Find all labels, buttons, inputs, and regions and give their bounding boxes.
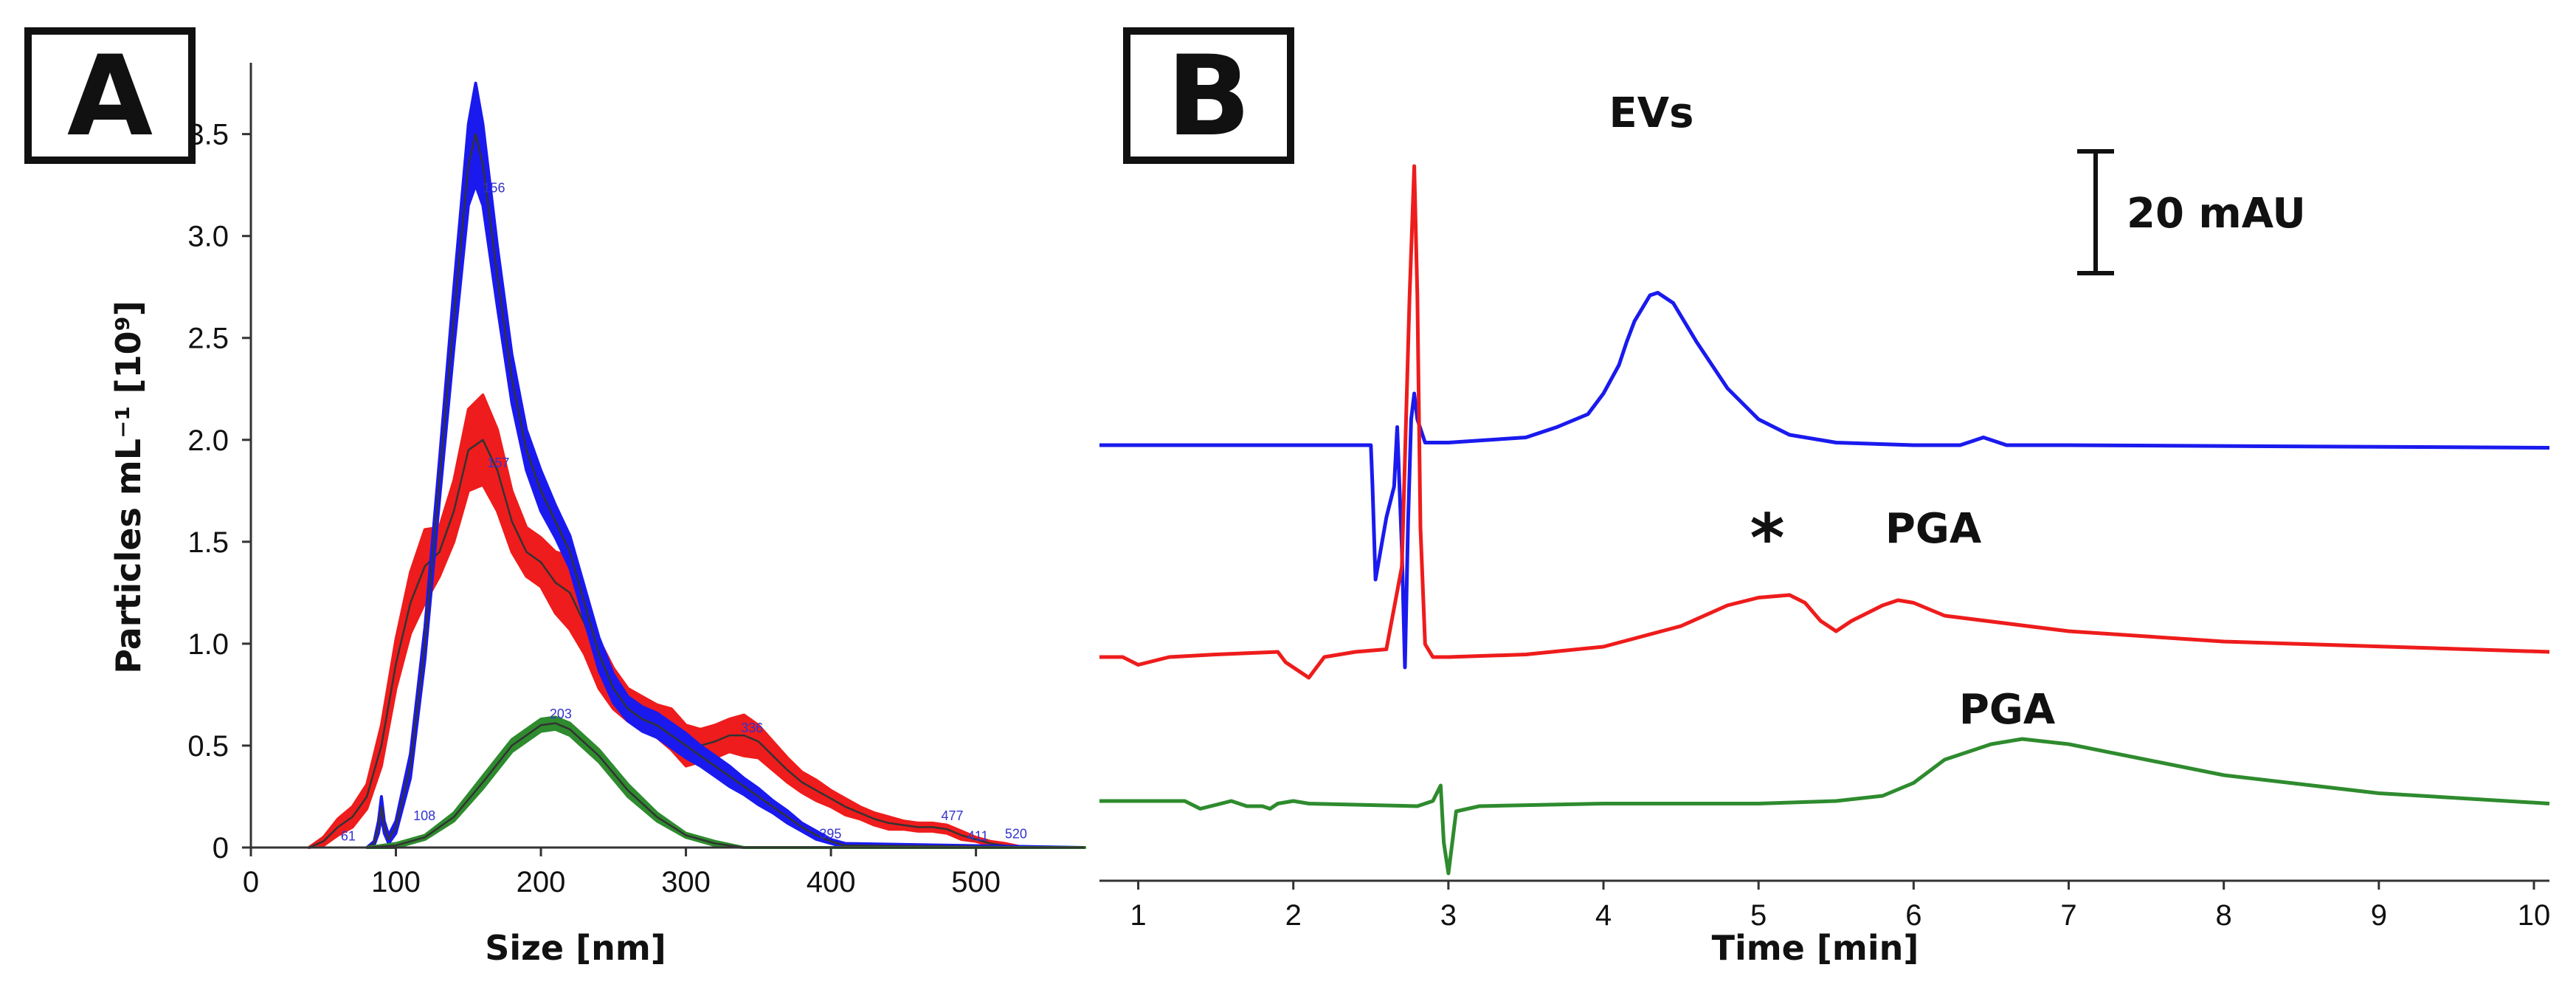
panel-b-trace-red	[1099, 164, 2550, 680]
panel-a-y-tick-label: 2.5	[187, 323, 229, 355]
panel-a-x-tick-label: 500	[951, 866, 1001, 898]
panel-a-peak-annotation: 108	[413, 808, 435, 823]
panel-a-y-tick-label: 0.5	[187, 730, 229, 763]
panel-a-peak-annotation: 156	[483, 180, 505, 195]
panel-a-peak-annotation: 157	[487, 456, 509, 470]
panel-a-x-axis-title: Size [nm]	[485, 928, 666, 968]
panel-a-peak-annotation: 395	[819, 827, 841, 842]
pga-green-peak-label: PGA	[1959, 686, 2056, 734]
panel-a-letter: A	[67, 32, 153, 161]
panel-a-y-tick-label: 0	[213, 832, 229, 864]
panel-a-y-tick-label: 1.0	[187, 628, 229, 661]
scale-bar: 20 mAU	[2077, 149, 2306, 275]
panel-b-plot	[1099, 164, 2550, 876]
panel-b-x-tick-label: 4	[1595, 899, 1612, 932]
panel-b-x-tick-label: 7	[2060, 899, 2076, 932]
panel-b-trace-green	[1099, 737, 2550, 876]
panel-b-x-tick-label: 8	[2216, 899, 2232, 932]
evs-peak-label: EVs	[1609, 89, 1694, 137]
panel-a-axes: 0 100 200 300 400 500 0 0.5 1.0 1.5 2.0 2.5 3.0 3.5	[187, 63, 1085, 898]
panel-b-box	[1123, 27, 1294, 164]
panel-a-peak-annotation: 203	[550, 707, 572, 721]
panel-a-peak-annotation: 411	[967, 828, 989, 843]
panel-a-peak-annotation: 520	[1005, 827, 1027, 842]
panel-a-peak-annotation: 336	[741, 721, 763, 735]
panel-b-x-tick-label: 2	[1285, 899, 1302, 932]
panel-a-y-tick-label: 2.0	[187, 424, 229, 457]
panel-a-mean-line-blue	[366, 133, 1085, 849]
pga-red-peak-label: PGA	[1885, 505, 1982, 553]
panel-b-x-tick-label: 10	[2518, 899, 2551, 932]
panel-a-x-tick-label: 200	[517, 866, 566, 898]
panel-a-plot: 61 108 156 157 203 336 395 477 411 520	[307, 81, 1086, 849]
panel-a-x-tick-label: 300	[661, 866, 711, 898]
panel-a-peak-annotation: 61	[341, 828, 356, 843]
panel-a: A 61 108 156 157 203 336 395 477 411 520 0 100 200 3…	[24, 27, 1086, 968]
panel-b-x-axis-title: Time [min]	[1712, 928, 1919, 968]
panel-b-axes: 1 2 3 4 5 6 7 8 9 10	[1099, 879, 2551, 932]
asterisk-marker: *	[1750, 500, 1784, 577]
panel-a-y-tick-label: 3.5	[187, 119, 229, 151]
panel-a-mean-line-green	[367, 722, 1085, 849]
panel-a-x-tick-label: 0	[243, 866, 259, 898]
panel-b-x-tick-label: 1	[1130, 899, 1146, 932]
panel-a-y-tick-label: 1.5	[187, 526, 229, 559]
panel-b-x-tick-label: 5	[1750, 899, 1767, 932]
panel-a-y-axis-title: Particles mL⁻¹ [10⁹]	[108, 300, 148, 673]
scale-bar-label: 20 mAU	[2127, 190, 2306, 238]
panel-b-x-tick-label: 9	[2371, 899, 2387, 932]
panel-a-x-tick-label: 100	[371, 866, 421, 898]
panel-a-box	[24, 27, 196, 164]
panel-b-x-tick-label: 3	[1440, 899, 1457, 932]
panel-b: B 1 2 3 4 5 6 7 8 9 10 Time [min] EVs * PGA PGA 2…	[1099, 27, 2551, 968]
panel-b-x-tick-label: 6	[1905, 899, 1921, 932]
panel-a-peak-annotation: 477	[941, 808, 963, 823]
panel-b-letter: B	[1167, 32, 1251, 161]
panel-a-x-tick-label: 400	[807, 866, 856, 898]
panel-a-y-tick-label: 3.0	[187, 221, 229, 253]
panel-b-trace-blue	[1099, 291, 2550, 670]
